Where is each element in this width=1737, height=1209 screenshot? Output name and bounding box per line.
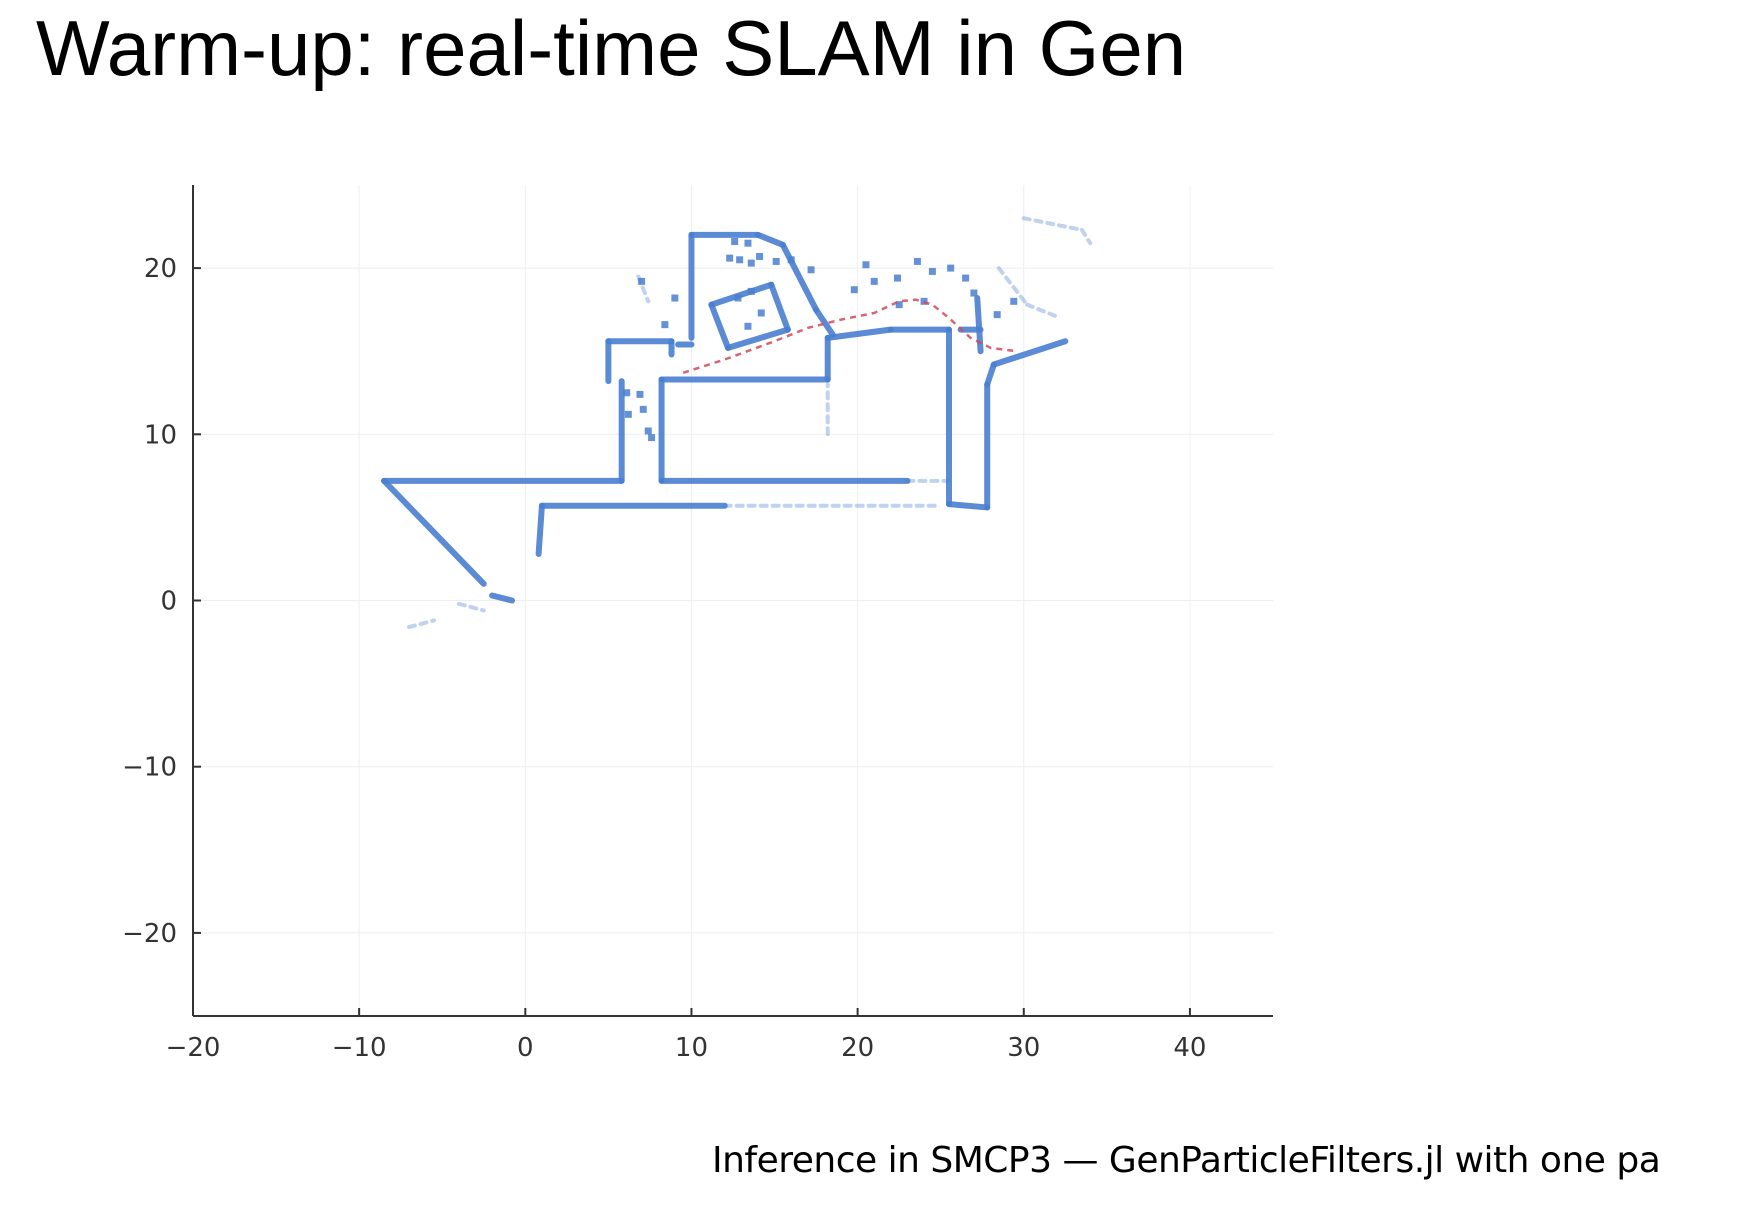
- y-tick-label: −20: [122, 919, 177, 949]
- map-point: [895, 301, 903, 309]
- y-tick-label: −10: [122, 753, 177, 783]
- x-tick-label: 30: [1007, 1033, 1040, 1063]
- robot-trajectory: [682, 298, 1018, 374]
- map-point: [624, 410, 632, 418]
- faint-map-segment: [456, 601, 486, 613]
- x-tick-label: −20: [166, 1033, 221, 1063]
- map-point: [928, 267, 936, 275]
- map-point: [623, 389, 631, 397]
- map-wall-segment: [813, 306, 836, 338]
- map-point: [787, 256, 795, 264]
- map-point: [744, 239, 752, 247]
- map-wall-segment: [946, 501, 991, 511]
- map-points: [623, 238, 1018, 442]
- x-axis-ticks: −20 −10 0 10 20 30 40: [166, 1008, 1206, 1063]
- map-point: [850, 286, 858, 294]
- map-point: [1010, 297, 1018, 305]
- map-point: [726, 254, 734, 262]
- map-point: [870, 277, 878, 285]
- map-point: [644, 427, 652, 435]
- faint-map-segment: [996, 266, 1030, 307]
- map-wall-segment: [990, 338, 1069, 368]
- map-wall-segment: [381, 477, 487, 587]
- map-point: [913, 257, 921, 265]
- x-tick-label: 20: [841, 1033, 874, 1063]
- slide-title: Warm-up: real-time SLAM in Gen: [36, 4, 1187, 92]
- map-point: [661, 321, 669, 329]
- faint-map-walls: [407, 216, 1093, 630]
- map-point: [757, 309, 765, 317]
- map-wall-segment: [489, 592, 516, 604]
- map-point: [756, 252, 764, 260]
- y-tick-label: 20: [144, 254, 177, 284]
- map-point: [962, 274, 970, 282]
- map-point: [639, 405, 647, 413]
- y-tick-label: 10: [144, 420, 177, 450]
- map-point: [636, 390, 644, 398]
- map-point: [671, 294, 679, 302]
- map-wall-segment: [708, 301, 732, 351]
- map-wall-segment: [779, 241, 820, 313]
- map-point: [734, 294, 742, 302]
- map-point: [807, 266, 815, 274]
- map-point: [772, 257, 780, 265]
- map-wall-segment: [535, 502, 545, 557]
- y-tick-label: 0: [160, 587, 177, 617]
- map-wall-segment: [768, 281, 791, 333]
- map-point: [970, 289, 978, 297]
- map-point: [947, 264, 955, 272]
- x-tick-label: 40: [1173, 1033, 1206, 1063]
- map-point: [648, 434, 656, 442]
- map-point: [731, 238, 739, 246]
- trajectory-line: [682, 298, 1018, 374]
- slide-caption: Inference in SMCP3 — GenParticleFilters.…: [712, 1140, 1661, 1181]
- map-wall-segment: [725, 326, 791, 351]
- map-point: [747, 287, 755, 295]
- x-tick-label: 0: [517, 1033, 534, 1063]
- map-walls: [381, 231, 1069, 604]
- faint-map-segment: [1025, 302, 1063, 320]
- y-axis-ticks: 20 10 0 −10 −20: [122, 254, 201, 949]
- map-point: [993, 311, 1001, 319]
- map-wall-segment: [824, 326, 894, 341]
- grid-lines: [192, 185, 1273, 1016]
- x-tick-label: −10: [332, 1033, 387, 1063]
- faint-map-segment: [407, 618, 436, 630]
- map-point: [747, 259, 755, 267]
- map-point: [736, 256, 744, 264]
- x-tick-label: 10: [675, 1033, 708, 1063]
- map-wall-segment: [754, 231, 786, 248]
- map-point: [862, 261, 870, 269]
- map-point: [638, 277, 646, 285]
- faint-map-segment: [1079, 227, 1093, 246]
- map-point: [893, 274, 901, 282]
- map-point: [744, 322, 752, 330]
- faint-map-segment: [1021, 216, 1084, 232]
- map-wall-segment: [984, 361, 997, 388]
